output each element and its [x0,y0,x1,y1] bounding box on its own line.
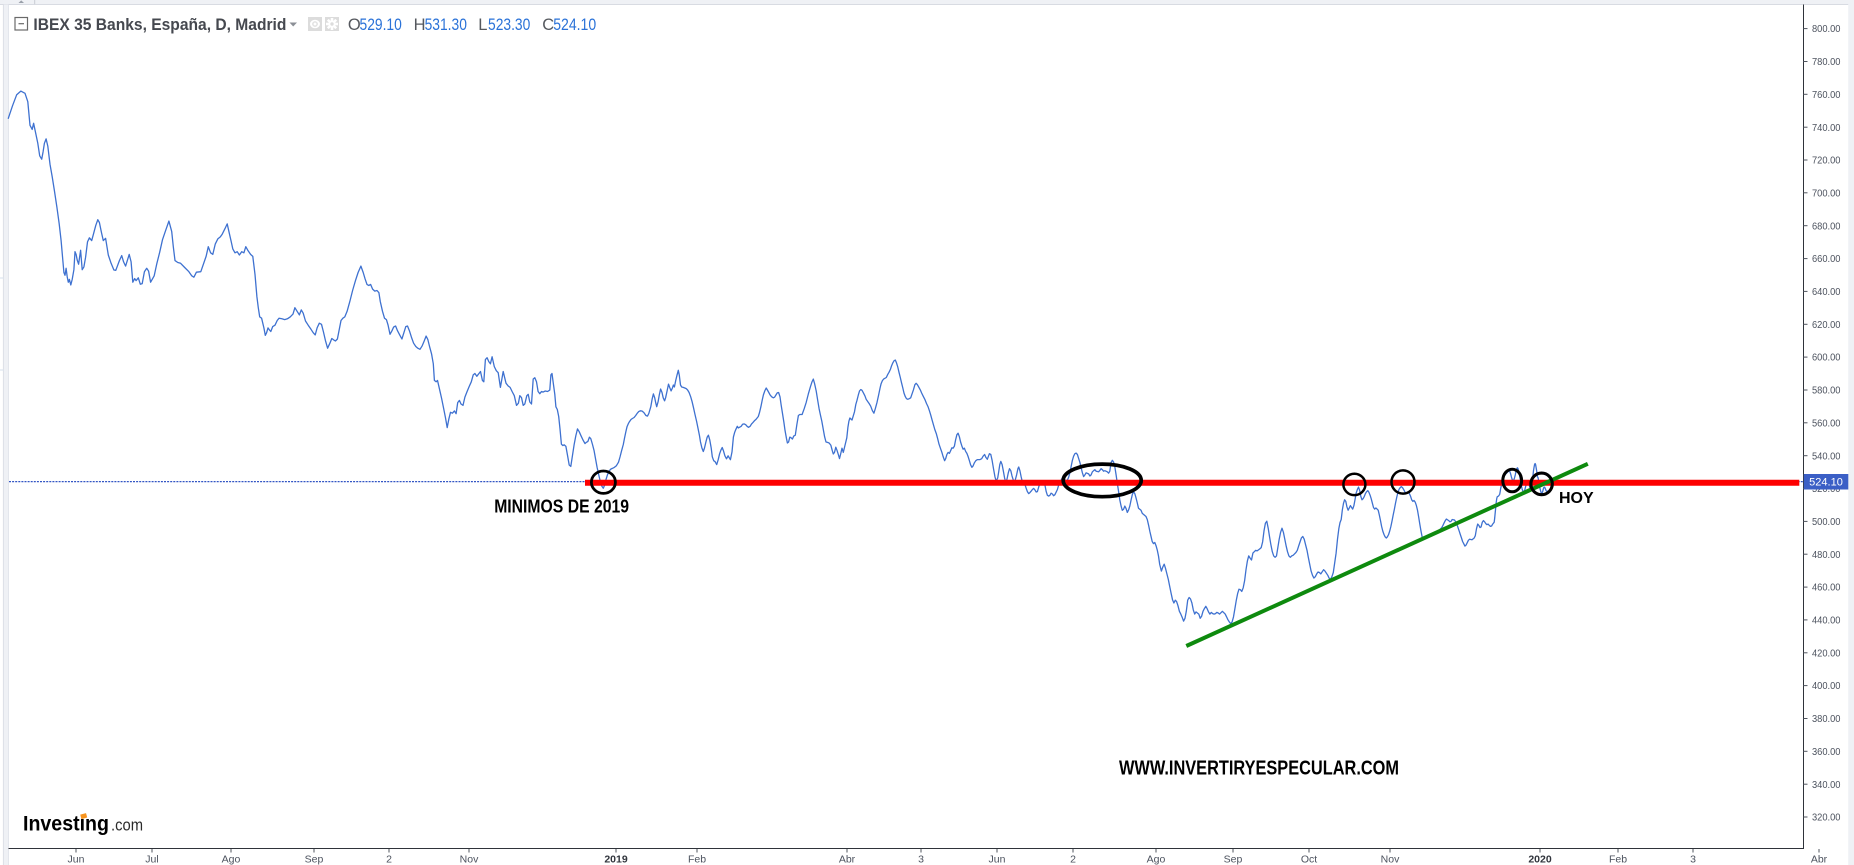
svg-text:580.00: 580.00 [1812,386,1841,397]
svg-text:Investing: Investing [23,812,109,836]
svg-text:500.00: 500.00 [1812,517,1841,528]
svg-text:Nov: Nov [460,854,479,865]
svg-text:Jun: Jun [68,854,85,865]
svg-text:2020: 2020 [1528,854,1552,865]
svg-text:2019: 2019 [604,854,628,865]
svg-text:L: L [478,16,487,34]
svg-text:3: 3 [1690,854,1696,865]
svg-text:780.00: 780.00 [1812,57,1841,68]
svg-text:360.00: 360.00 [1812,747,1841,758]
svg-text:540.00: 540.00 [1812,451,1841,462]
svg-text:Jul: Jul [145,854,158,865]
svg-text:380.00: 380.00 [1812,714,1841,725]
svg-text:Feb: Feb [688,854,706,865]
svg-text:MINIMOS DE 2019: MINIMOS DE 2019 [494,497,629,517]
svg-text:O: O [348,16,361,34]
svg-text:IBEX 35 Banks, España, D, Madr: IBEX 35 Banks, España, D, Madrid [33,15,286,34]
svg-text:520.00: 520.00 [1812,484,1841,495]
svg-text:H: H [414,16,426,34]
svg-text:Nov: Nov [1381,854,1400,865]
svg-text:529.10: 529.10 [360,16,402,34]
svg-text:400.00: 400.00 [1812,681,1841,692]
svg-text:524.10: 524.10 [1809,477,1843,489]
svg-text:Ago: Ago [1147,854,1166,865]
svg-text:460.00: 460.00 [1812,583,1841,594]
svg-text:Abr: Abr [1811,854,1828,865]
svg-text:2: 2 [386,854,392,865]
svg-text:620.00: 620.00 [1812,320,1841,331]
svg-text:320.00: 320.00 [1812,813,1841,824]
svg-text:3: 3 [918,854,924,865]
svg-text:640.00: 640.00 [1812,287,1841,298]
svg-text:340.00: 340.00 [1812,780,1841,791]
svg-text:2: 2 [1070,854,1076,865]
svg-text:740.00: 740.00 [1812,123,1841,134]
svg-text:760.00: 760.00 [1812,90,1841,101]
svg-text:WWW.INVERTIRYESPECULAR.COM: WWW.INVERTIRYESPECULAR.COM [1119,758,1399,780]
svg-text:420.00: 420.00 [1812,648,1841,659]
svg-text:600.00: 600.00 [1812,353,1841,364]
svg-text:480.00: 480.00 [1812,550,1841,561]
svg-text:440.00: 440.00 [1812,616,1841,627]
svg-text:523.30: 523.30 [488,16,530,34]
svg-text:720.00: 720.00 [1812,156,1841,167]
svg-text:C: C [542,16,554,34]
svg-text:Jun: Jun [989,854,1006,865]
svg-text:660.00: 660.00 [1812,254,1841,265]
svg-text:Sep: Sep [1224,854,1243,865]
svg-text:700.00: 700.00 [1812,188,1841,199]
svg-text:Feb: Feb [1609,854,1627,865]
svg-text:Oct: Oct [1301,854,1317,865]
svg-text:Sep: Sep [305,854,324,865]
svg-text:HOY: HOY [1559,490,1594,507]
svg-text:531.30: 531.30 [425,16,467,34]
svg-text:.com: .com [111,817,143,835]
svg-text:Abr: Abr [839,854,856,865]
svg-text:800.00: 800.00 [1812,24,1841,35]
svg-text:560.00: 560.00 [1812,418,1841,429]
svg-text:680.00: 680.00 [1812,221,1841,232]
svg-text:524.10: 524.10 [553,16,596,34]
svg-text:Ago: Ago [222,854,241,865]
